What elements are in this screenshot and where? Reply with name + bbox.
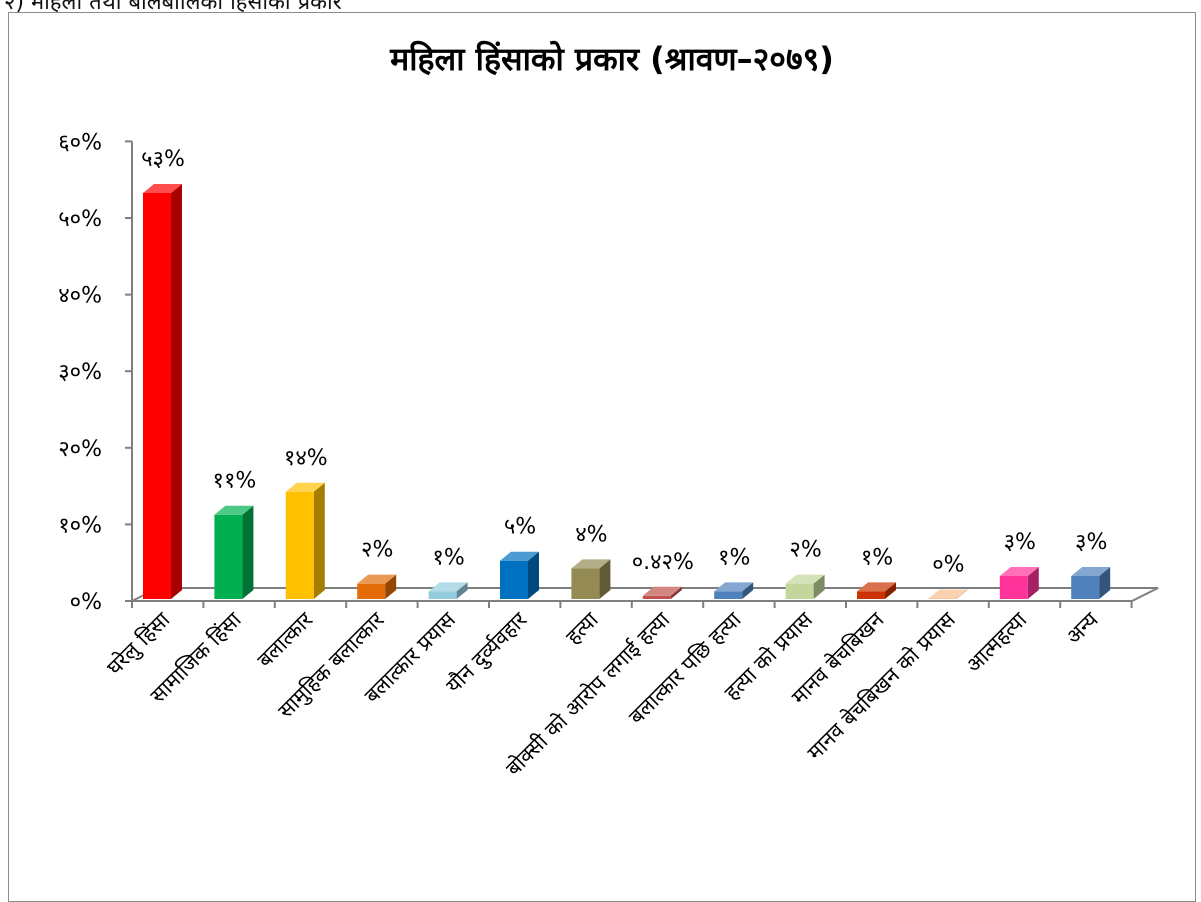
data-label: ५३% xyxy=(141,147,185,172)
category-labels-group: घरेलु हिंसासामाजिक हिंसा बलात्कारसामुहिक … xyxy=(102,607,1103,781)
bar xyxy=(714,582,754,599)
bar-front xyxy=(642,595,671,599)
bar-top xyxy=(500,551,539,561)
data-label: ०.४२% xyxy=(632,550,694,575)
bar-top xyxy=(785,574,825,584)
bar-front xyxy=(285,491,314,599)
data-label: ०% xyxy=(932,553,964,578)
bar-side xyxy=(670,586,682,599)
bar xyxy=(285,482,325,599)
bar-front xyxy=(714,591,743,599)
bar xyxy=(143,184,182,599)
bar-top xyxy=(357,574,397,584)
bar xyxy=(785,574,825,599)
data-label: ११% xyxy=(213,469,257,494)
bar xyxy=(857,582,896,599)
y-tick-label: ५०% xyxy=(58,207,102,232)
bar-front xyxy=(1071,576,1100,599)
bar-top xyxy=(285,482,325,492)
bar-side xyxy=(1099,567,1111,599)
bar-front xyxy=(500,560,528,599)
bar xyxy=(500,551,539,599)
bar-top xyxy=(714,582,754,592)
chart-title: महिला हिंसाको प्रकार (श्रावण–२०७९) xyxy=(389,40,834,78)
bar-side xyxy=(1027,567,1039,599)
bar-side xyxy=(885,582,896,599)
bar-side xyxy=(242,505,254,599)
data-label: ५% xyxy=(504,515,536,540)
data-labels-group: ५३% ११% १४% २% १% ५% ४% ०.४२% १% २% १% ०% ३% ३% xyxy=(141,147,1107,577)
category-label: अन्य xyxy=(1061,607,1103,649)
bar-side xyxy=(528,551,539,599)
bar-side xyxy=(813,574,825,599)
data-label: ३% xyxy=(1004,530,1036,555)
bar xyxy=(642,586,682,599)
data-label: १% xyxy=(861,545,893,570)
category-label: घरेलु हिंसा xyxy=(102,607,175,680)
bar-front xyxy=(571,568,600,599)
data-label: १% xyxy=(432,545,464,570)
bar-side xyxy=(385,574,397,599)
data-label: २% xyxy=(789,538,821,563)
bar xyxy=(571,559,611,599)
top-header-fragment: २) महिला तथा बालबालिका हिंसाको प्रकार xyxy=(0,0,1201,12)
bar-side xyxy=(313,482,325,599)
bar-top xyxy=(214,505,254,515)
bar xyxy=(928,589,968,599)
header-fragment-text: २) महिला तथा बालबालिका हिंसाको प्रकार xyxy=(4,0,342,12)
bar-front xyxy=(357,583,386,599)
bar-side xyxy=(456,582,468,599)
category-label: आत्महत्या xyxy=(961,607,1031,677)
y-tick-label: ३०% xyxy=(58,360,102,385)
y-tick-label: १०% xyxy=(58,513,102,538)
bar-front xyxy=(857,591,885,599)
data-label: १% xyxy=(718,545,750,570)
bar xyxy=(214,505,254,599)
y-tick-label: २०% xyxy=(58,437,102,462)
data-label: ४% xyxy=(575,522,607,547)
data-label: ३% xyxy=(1075,530,1107,555)
y-tick-label: ४०% xyxy=(58,284,102,309)
bar-top xyxy=(428,582,468,592)
bars-group xyxy=(143,184,1111,599)
bar-front xyxy=(928,598,957,599)
bar-top xyxy=(857,582,896,592)
data-label: १४% xyxy=(284,446,328,471)
y-tick-label: ६०% xyxy=(58,130,102,155)
bar-top xyxy=(1071,567,1111,577)
bar-top xyxy=(143,184,182,194)
chart-axes: ०% १०% २०% ३०% ४०% ५०% ६०% xyxy=(58,130,1159,615)
bar-side xyxy=(599,559,611,599)
bar xyxy=(357,574,397,599)
y-tick-label: ०% xyxy=(70,590,102,615)
bar-top xyxy=(571,559,611,569)
data-label: २% xyxy=(361,538,393,563)
bar-front xyxy=(428,591,457,599)
bar xyxy=(428,582,468,599)
chart-frame xyxy=(8,12,1196,902)
bar-top xyxy=(999,567,1039,577)
category-label: हत्या xyxy=(561,607,603,649)
bar-side xyxy=(171,184,182,599)
bar-top xyxy=(642,586,682,596)
bar xyxy=(999,567,1039,599)
bar-front xyxy=(999,576,1028,599)
bar-front xyxy=(785,583,814,599)
category-label: बलात्कार xyxy=(253,607,318,672)
bar xyxy=(1071,567,1111,599)
bar-front xyxy=(143,193,171,599)
bar-side xyxy=(742,582,754,599)
bar-top xyxy=(928,589,968,599)
bar-front xyxy=(214,514,243,599)
bar-side xyxy=(956,589,968,599)
